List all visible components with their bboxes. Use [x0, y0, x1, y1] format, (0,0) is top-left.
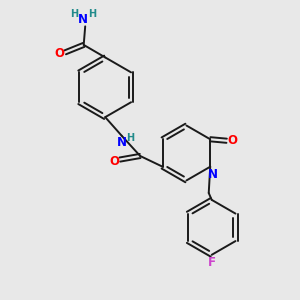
Text: O: O — [228, 134, 238, 147]
Text: F: F — [208, 256, 216, 269]
Text: H: H — [70, 9, 78, 19]
Text: H: H — [126, 133, 134, 143]
Text: N: N — [117, 136, 127, 149]
Text: N: N — [208, 168, 218, 181]
Text: N: N — [78, 13, 88, 26]
Text: O: O — [55, 47, 65, 60]
Text: O: O — [110, 155, 119, 168]
Text: H: H — [88, 9, 97, 19]
